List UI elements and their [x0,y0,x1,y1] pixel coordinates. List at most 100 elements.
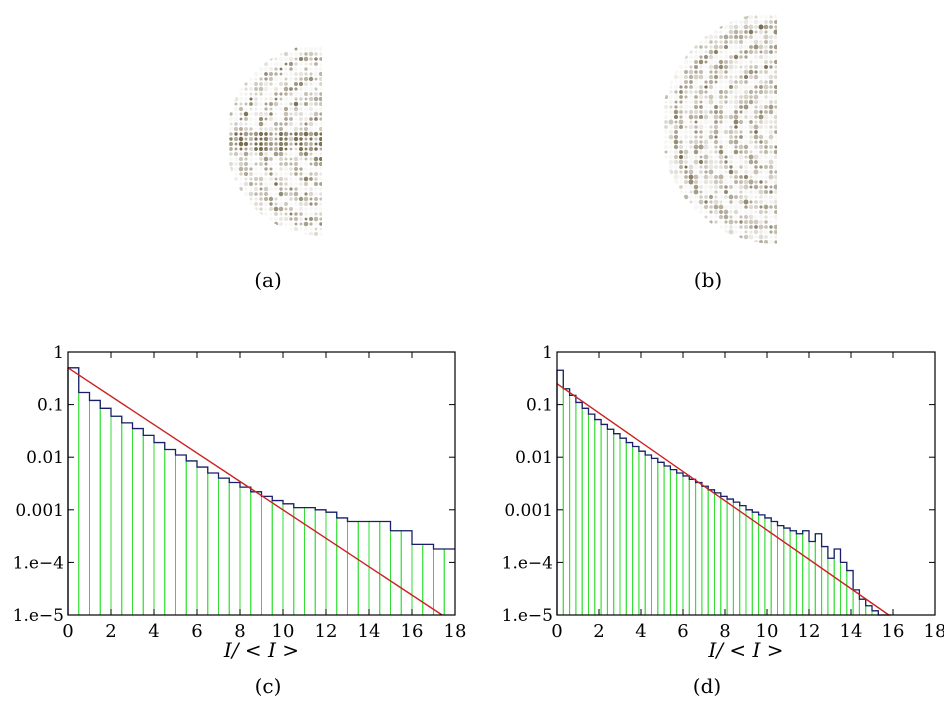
bar [827,557,835,616]
bar [739,505,747,616]
x-tick-label: 12 [798,621,821,642]
y-tick-label: 1.e−5 [502,606,553,626]
caption-a: (a) [254,268,282,292]
bar [185,460,198,616]
speckle-pattern-a [228,46,322,236]
bar [833,548,842,616]
bar [701,485,709,616]
chart-d: 0 2 4 6 8 10 12 14 16 18 1 0.1 0.01 0.001 1.e−4 1.e−5 I/… [502,343,944,662]
bar [619,437,627,616]
y-tick-label: 0.1 [526,396,553,416]
bar [669,469,678,616]
bar [732,501,741,616]
x-tick-label: 10 [756,621,779,642]
bar [218,477,230,616]
bar [858,598,867,616]
bar [751,511,760,616]
x-tick-label: 16 [882,621,905,642]
bar [433,548,445,616]
bar [142,434,155,616]
fit-line [67,367,443,616]
pattern-b-dots [663,14,777,244]
bar [663,465,671,616]
bar [357,520,370,616]
x-tick-label: 18 [924,621,944,642]
x-axis-label: I/ < I > [707,638,783,662]
bar [625,442,634,616]
bar [261,495,273,616]
bar [688,478,697,616]
x-tick-label: 18 [444,621,467,642]
bar [562,388,571,616]
bar [802,530,810,616]
plot-frame [556,351,936,616]
histogram-step-line [67,367,455,615]
bar [347,520,359,616]
x-tick-label: 8 [234,621,245,642]
bar [581,407,589,616]
bar [569,394,577,616]
x-tick-label: 12 [315,621,338,642]
bar [644,454,652,616]
fit-line [556,383,890,616]
bar [606,428,615,616]
bar [282,503,295,616]
bar [789,530,797,616]
x-axis-label: I/ < I > [223,638,299,662]
bar [676,472,684,616]
bar [250,491,262,616]
x-tick-label: 2 [593,621,604,642]
bar [132,428,144,616]
x-tick-label: 14 [358,621,381,642]
bar [400,530,413,616]
bar [556,369,564,616]
bar [821,546,829,616]
bar [175,454,187,616]
bar [720,495,728,616]
bar [846,570,854,616]
bar [682,475,690,616]
bar [808,540,816,616]
y-tick-label: 0.1 [37,396,64,416]
bar [196,466,209,616]
bar [121,422,133,616]
bar [865,605,873,616]
bar [795,533,804,616]
plot-frame [67,351,456,616]
bar [78,391,90,616]
bar [336,517,348,616]
bar [271,500,284,616]
bar [164,449,176,616]
bar [588,413,596,616]
caption-c: (c) [254,674,282,698]
caption-b: (b) [693,268,723,292]
bar [714,492,722,616]
x-tick-label: 4 [148,621,159,642]
bar [695,482,703,616]
histogram-step-line [556,369,891,616]
y-tick-label: 0.001 [504,501,553,521]
bar [99,407,112,616]
bar [379,520,391,616]
x-tick-label: 16 [401,621,424,642]
bar [840,561,848,616]
bar [657,461,665,616]
y-tick-label: 1.e−4 [13,553,64,573]
bar [110,415,123,616]
y-tick-label: 0.01 [515,448,553,468]
bar [314,509,327,616]
x-tick-label: 4 [635,621,646,642]
x-tick-label: 14 [840,621,863,642]
bar [390,530,402,616]
bar [575,401,583,616]
x-tick-label: 6 [677,621,688,642]
bar [783,527,791,616]
caption-d: (d) [692,674,722,698]
bar [638,450,646,616]
bar [726,498,734,616]
speckle-pattern-b [663,14,777,244]
bar [594,419,602,616]
y-tick-label: 0.01 [26,448,64,468]
bar [153,442,166,616]
bar [325,511,338,616]
